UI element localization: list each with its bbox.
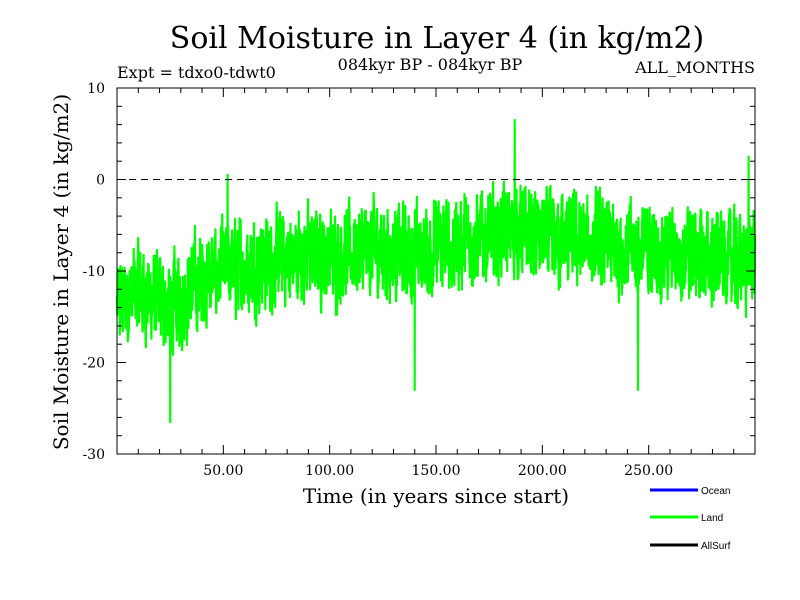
x-tick-label: 150.00 [412, 463, 461, 479]
plot-area: 50.00 100.00 150.00 200.00 250.00 10 0 -10 -20 -3… [82, 81, 757, 479]
months-label: ALL_MONTHS [634, 58, 755, 77]
x-tick-label: 200.00 [518, 463, 567, 479]
x-tick-label: 50.00 [203, 463, 243, 479]
y-axis-label: Soil Moisture in Layer 4 (in kg/m2) [49, 94, 73, 450]
legend-label-ocean: Ocean [701, 486, 730, 497]
chart-title: Soil Moisture in Layer 4 (in kg/m2) [170, 21, 704, 56]
legend: Ocean Land AllSurf [650, 486, 731, 552]
y-tick-label: -30 [82, 447, 105, 463]
y-tick-label: -10 [82, 264, 105, 280]
experiment-label: Expt = tdxo0-tdwt0 [117, 63, 276, 82]
x-axis-label: Time (in years since start) [303, 484, 569, 508]
x-tick-label: 100.00 [305, 463, 354, 479]
x-tick-label: 250.00 [624, 463, 673, 479]
y-tick-label: 0 [96, 173, 105, 189]
legend-label-allsurf: AllSurf [701, 541, 731, 552]
period-label: 084kyr BP - 084kyr BP [338, 55, 523, 74]
y-tick-label: 10 [87, 81, 105, 97]
series-line-land [115, 118, 757, 424]
legend-label-land: Land [701, 513, 723, 524]
y-tick-label: -20 [82, 356, 105, 372]
